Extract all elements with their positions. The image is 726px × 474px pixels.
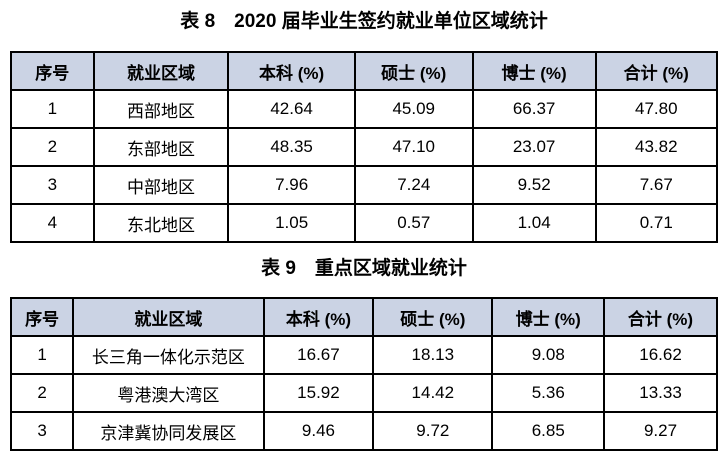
- table-row: 1 西部地区 42.64 45.09 66.37 47.80: [10, 89, 719, 129]
- table-cell: 1.04: [471, 203, 597, 243]
- table-cell: 2: [10, 127, 95, 167]
- table-cell: 西部地区: [92, 89, 230, 129]
- table-cell: 9.46: [262, 411, 375, 451]
- table-cell: 粤港澳大湾区: [72, 373, 265, 413]
- table-cell: 48.35: [227, 127, 356, 167]
- table-cell: 47.10: [353, 127, 474, 167]
- table-cell: 14.42: [372, 373, 494, 413]
- table8: 序号 就业区域 本科 (%) 硕士 (%) 博士 (%) 合计 (%) 1 西部地区 42.64…: [10, 51, 719, 243]
- table-cell: 0.57: [353, 203, 474, 243]
- column-header: 就业区域: [72, 297, 265, 337]
- column-header: 本科 (%): [227, 51, 356, 91]
- table-cell: 18.13: [372, 335, 494, 375]
- table9-section: 表 9 重点区域就业统计 序号 就业区域 本科 (%) 硕士 (%) 博士 (%) 合计 …: [9, 256, 718, 451]
- column-header: 博士 (%): [491, 297, 606, 337]
- table-cell: 16.62: [603, 335, 718, 375]
- column-header: 硕士 (%): [372, 297, 494, 337]
- table-cell: 中部地区: [92, 165, 230, 205]
- table-cell: 23.07: [471, 127, 597, 167]
- table-cell: 13.33: [603, 373, 718, 413]
- table-cell: 3: [9, 411, 75, 451]
- table-cell: 2: [9, 373, 75, 413]
- table-cell: 京津冀协同发展区: [72, 411, 265, 451]
- table9: 序号 就业区域 本科 (%) 硕士 (%) 博士 (%) 合计 (%) 1 长三角一体化示范区…: [9, 297, 718, 451]
- table-cell: 0.71: [594, 203, 719, 243]
- table-cell: 3: [10, 165, 95, 205]
- table-cell: 1: [10, 89, 95, 129]
- table-cell: 9.52: [471, 165, 597, 205]
- column-header: 合计 (%): [594, 51, 719, 91]
- table-row: 1 长三角一体化示范区 16.67 18.13 9.08 16.62: [9, 335, 718, 375]
- column-header: 序号: [9, 297, 75, 337]
- table-cell: 9.08: [491, 335, 606, 375]
- column-header: 博士 (%): [471, 51, 597, 91]
- table-cell: 1.05: [227, 203, 356, 243]
- column-header: 本科 (%): [262, 297, 375, 337]
- table9-title: 表 9 重点区域就业统计: [261, 258, 467, 279]
- column-header: 序号: [10, 51, 95, 91]
- header-row: 序号 就业区域 本科 (%) 硕士 (%) 博士 (%) 合计 (%): [10, 51, 719, 91]
- table-row: 2 粤港澳大湾区 15.92 14.42 5.36 13.33: [9, 373, 718, 413]
- table-cell: 7.24: [353, 165, 474, 205]
- table-row: 3 京津冀协同发展区 9.46 9.72 6.85 9.27: [9, 411, 718, 451]
- table-cell: 9.72: [372, 411, 494, 451]
- table-cell: 7.67: [594, 165, 719, 205]
- table-cell: 47.80: [594, 89, 719, 129]
- table-cell: 6.85: [491, 411, 606, 451]
- table-cell: 长三角一体化示范区: [72, 335, 265, 375]
- header-row: 序号 就业区域 本科 (%) 硕士 (%) 博士 (%) 合计 (%): [9, 297, 718, 337]
- table-cell: 4: [10, 203, 95, 243]
- table-row: 4 东北地区 1.05 0.57 1.04 0.71: [10, 203, 719, 243]
- table-cell: 1: [9, 335, 75, 375]
- table-cell: 43.82: [594, 127, 719, 167]
- table8-title: 表 8 2020 届毕业生签约就业单位区域统计: [180, 11, 548, 32]
- table-cell: 东部地区: [92, 127, 230, 167]
- table-cell: 9.27: [603, 411, 718, 451]
- table-cell: 东北地区: [92, 203, 230, 243]
- column-header: 硕士 (%): [353, 51, 474, 91]
- table-cell: 15.92: [262, 373, 375, 413]
- table-cell: 7.96: [227, 165, 356, 205]
- table-cell: 45.09: [353, 89, 474, 129]
- table-cell: 66.37: [471, 89, 597, 129]
- table8-section: 表 8 2020 届毕业生签约就业单位区域统计 序号 就业区域 本科 (%) 硕士 (…: [10, 9, 719, 243]
- table-row: 3 中部地区 7.96 7.24 9.52 7.67: [10, 165, 719, 205]
- column-header: 合计 (%): [603, 297, 718, 337]
- table-cell: 42.64: [227, 89, 356, 129]
- table-row: 2 东部地区 48.35 47.10 23.07 43.82: [10, 127, 719, 167]
- table-cell: 5.36: [491, 373, 606, 413]
- table-cell: 16.67: [262, 335, 375, 375]
- column-header: 就业区域: [92, 51, 230, 91]
